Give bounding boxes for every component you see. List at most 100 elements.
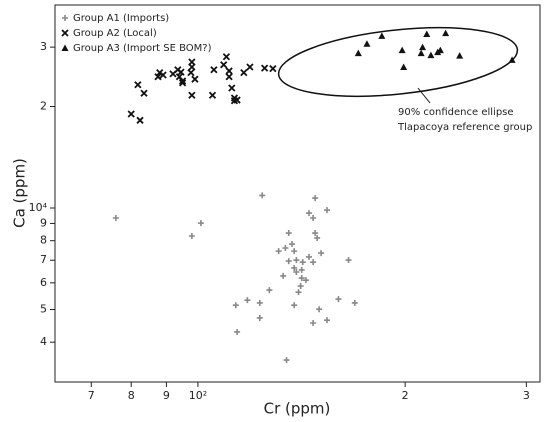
legend-label: Group A1 (Imports) [73,13,169,24]
x-tick-label: 3 [523,389,530,402]
point [297,283,304,290]
point [244,297,251,304]
point [291,302,298,309]
point [266,287,273,294]
point [256,299,263,306]
legend-marker [62,15,68,21]
x-axis-label: Cr (ppm) [264,400,331,418]
point [324,207,331,214]
point [363,40,371,47]
point [177,68,185,76]
point [456,52,464,59]
point [228,84,236,92]
point [188,63,196,71]
point [178,77,187,85]
point [351,299,358,306]
point [112,215,119,222]
x-tick-label: 7 [88,389,95,402]
point [335,296,342,303]
point [306,253,313,260]
y-axis-label: Ca (ppm) [11,158,29,228]
point [232,302,239,309]
legend-label: Group A2 (Local) [73,28,157,39]
y-tick-label: 6 [40,276,47,289]
x-tick-label: 9 [163,389,170,402]
point [127,110,135,118]
point [427,51,435,59]
y-tick-label: 2 [40,100,47,113]
point [316,306,323,313]
point [291,264,298,271]
y-tick-label: 8 [40,234,47,247]
point [442,29,450,37]
point [225,67,233,75]
point [436,46,444,54]
point [269,65,277,73]
point [298,275,305,282]
y-tick-label: 9 [40,216,47,229]
point [280,272,287,279]
point [312,195,319,202]
point [419,43,427,51]
point [285,230,292,237]
point [282,245,289,252]
point [302,277,309,284]
point [136,116,144,124]
x-tick-label: 10² [189,389,207,402]
point [220,61,228,69]
point [423,30,431,38]
y-tick-label: 3 [40,40,47,53]
annotation: Tlapacoya reference group [397,122,532,133]
point [295,289,302,296]
point [285,258,292,265]
point [508,56,516,63]
point [354,49,362,57]
point [191,75,199,83]
plot-frame [54,4,541,383]
point [233,96,241,104]
annotation-leader [417,87,431,104]
point [378,32,386,39]
point [314,234,321,241]
point [299,259,306,266]
point [289,241,296,248]
point [318,250,325,257]
legend-label: Group A3 (Import SE BOM?) [73,43,212,54]
point [256,314,263,321]
point [178,79,187,87]
point [310,320,317,327]
point [400,63,408,70]
point [283,357,290,364]
x-tick-label: 8 [128,389,135,402]
point [208,91,217,99]
point [310,259,317,266]
point [310,215,317,222]
point [210,66,218,74]
point [275,248,282,255]
y-tick-label: 7 [40,253,47,266]
legend-marker [61,44,69,51]
y-tick-label: 4 [40,335,47,348]
point [187,69,195,77]
x-tick-label: 2 [402,389,409,402]
point [154,73,162,81]
point [188,91,196,99]
point [134,81,142,89]
point [398,46,406,54]
point [159,71,167,79]
point [291,248,298,255]
point [225,73,233,81]
point [222,53,231,61]
point [293,257,300,264]
point [188,233,195,240]
point [234,328,241,335]
point [324,317,331,324]
annotation: 90% confidence ellipse [398,107,514,118]
legend-marker [61,29,69,37]
point [293,269,300,276]
point [260,64,269,72]
point [298,266,305,273]
y-tick-label: 5 [40,303,47,316]
